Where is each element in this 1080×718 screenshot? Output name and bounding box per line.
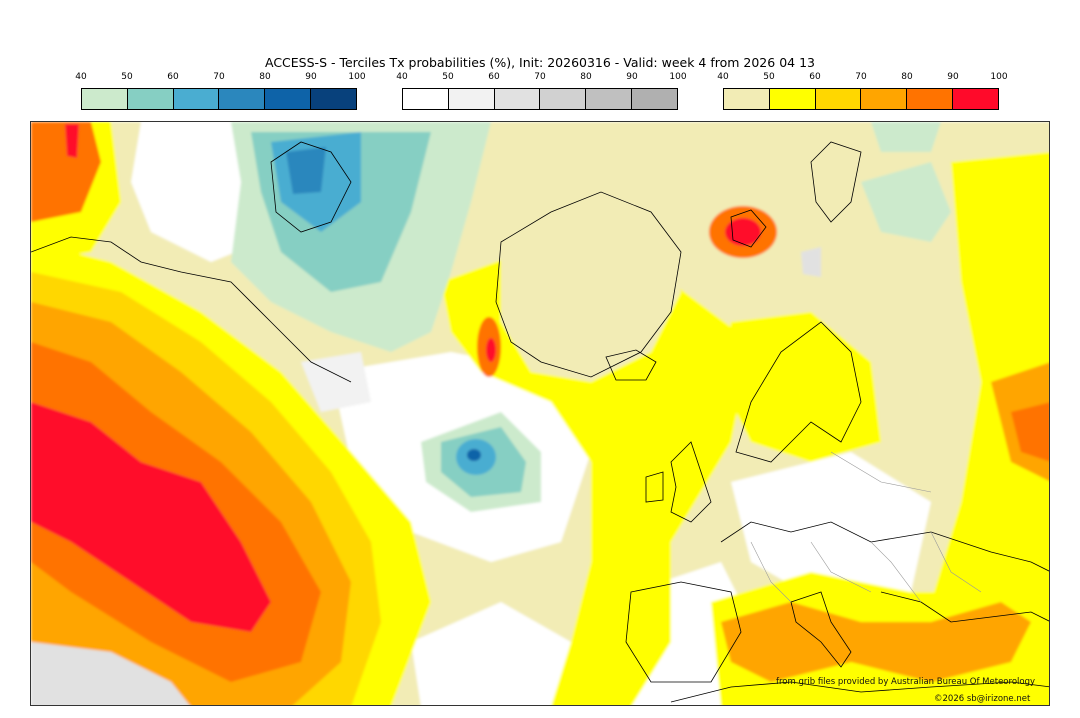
field-red-northwest	[65, 124, 79, 158]
field-darkblue-arctic	[286, 147, 326, 194]
legend-swatch	[861, 89, 908, 109]
legend-tick: 80	[901, 72, 913, 82]
legend-tick: 80	[580, 72, 592, 82]
legend-tick: 60	[809, 72, 821, 82]
legend-tick: 100	[669, 72, 687, 82]
legend-swatch	[724, 89, 770, 109]
border-line	[750, 541, 792, 603]
legend-swatch	[127, 89, 174, 109]
legend-swatch	[815, 89, 862, 109]
border-line	[930, 531, 982, 593]
field-yellow-north-atlantic	[441, 242, 751, 705]
coast-novaya-zemlya	[810, 141, 862, 223]
border-line	[810, 541, 872, 593]
coast-italy	[790, 591, 852, 668]
legend-swatch	[265, 89, 312, 109]
forecast-map: from grib files provided by Australian B…	[30, 121, 1050, 706]
legend-tick: 70	[534, 72, 546, 82]
field-grey-patch-sw	[31, 642, 190, 705]
map-canvas	[31, 122, 1049, 705]
legend-swatch	[173, 89, 220, 109]
legend-tick: 70	[213, 72, 225, 82]
field-greenland-interior	[501, 202, 681, 382]
legend-near-normal: 40 50 60 70 80 90 100	[393, 72, 689, 114]
field-red-west-atlantic	[31, 402, 271, 632]
coast-britain	[670, 441, 712, 523]
legend-tick: 90	[947, 72, 959, 82]
legend-ticks: 40 50 60 70 80 90 100	[714, 72, 1010, 84]
probability-fields	[31, 122, 1049, 705]
legend-tick: 100	[990, 72, 1008, 82]
field-white-south-atlantic	[411, 602, 571, 705]
legend-below-normal: 40 50 60 70 80 90 100	[72, 72, 368, 114]
legend-tick: 70	[855, 72, 867, 82]
legend-tick: 50	[763, 72, 775, 82]
legend-tick: 60	[488, 72, 500, 82]
legend-tick: 50	[121, 72, 133, 82]
legend-tick: 90	[305, 72, 317, 82]
legend-swatch	[632, 89, 677, 109]
legend-colorbar	[81, 88, 357, 110]
border-line	[830, 451, 932, 493]
field-orange-northwest	[31, 122, 101, 222]
legend-ticks: 40 50 60 70 80 90 100	[393, 72, 689, 84]
field-darkblue-atlantic	[467, 449, 481, 461]
field-green-northeast	[861, 162, 951, 242]
legend-swatch	[953, 89, 998, 109]
border-line	[870, 541, 922, 603]
legend-tick: 40	[75, 72, 87, 82]
coast-balkans-turkey	[880, 591, 1049, 623]
legend-tick: 100	[348, 72, 366, 82]
field-darkorange-east	[1011, 402, 1049, 462]
legend-ticks: 40 50 60 70 80 90 100	[72, 72, 368, 84]
legend-colorbar	[402, 88, 678, 110]
legend-swatch	[586, 89, 633, 109]
coast-iceland	[605, 349, 657, 381]
legend-swatch	[540, 89, 587, 109]
legend-tick: 50	[442, 72, 454, 82]
legend-above-normal: 40 50 60 70 80 90 100	[714, 72, 1010, 114]
legend-swatch	[494, 89, 541, 109]
coast-greenland	[495, 191, 682, 378]
legend-colorbar	[723, 88, 999, 110]
copyright-credit: ©2026 sb@irizone.net	[934, 694, 1031, 704]
legend-swatch	[82, 89, 128, 109]
coast-svalbard	[730, 209, 767, 248]
legend-swatch	[448, 89, 495, 109]
coast-scandinavia	[735, 321, 862, 463]
legend-tick: 60	[167, 72, 179, 82]
field-green-far-north	[871, 122, 941, 152]
legend-swatch	[403, 89, 449, 109]
field-grey-patch-mid	[301, 352, 371, 412]
map-title: ACCESS-S - Terciles Tx probabilities (%)…	[265, 55, 815, 70]
legend-swatch	[907, 89, 954, 109]
field-hotspot-north-core	[725, 218, 761, 246]
field-white-central-europe	[731, 452, 931, 602]
legend-tick: 40	[717, 72, 729, 82]
legend-tick: 80	[259, 72, 271, 82]
field-yellow-scandinavia	[721, 312, 881, 462]
data-source-credit: from grib files provided by Australian B…	[776, 677, 1036, 687]
legend-swatch	[769, 89, 816, 109]
coast-ireland	[645, 471, 664, 503]
legend-tick: 90	[626, 72, 638, 82]
country-borders	[750, 451, 982, 603]
field-yellow-east	[931, 152, 1049, 705]
coast-arctic-islands	[270, 141, 352, 233]
legend-tick: 40	[396, 72, 408, 82]
legend-swatch	[311, 89, 356, 109]
field-grey-patch-north	[801, 247, 821, 277]
coast-north-america	[31, 236, 352, 383]
coast-north-africa	[670, 681, 1049, 703]
coast-iberia	[625, 581, 742, 683]
legend-swatch	[219, 89, 266, 109]
field-hotspot-greenland-core	[486, 338, 496, 362]
